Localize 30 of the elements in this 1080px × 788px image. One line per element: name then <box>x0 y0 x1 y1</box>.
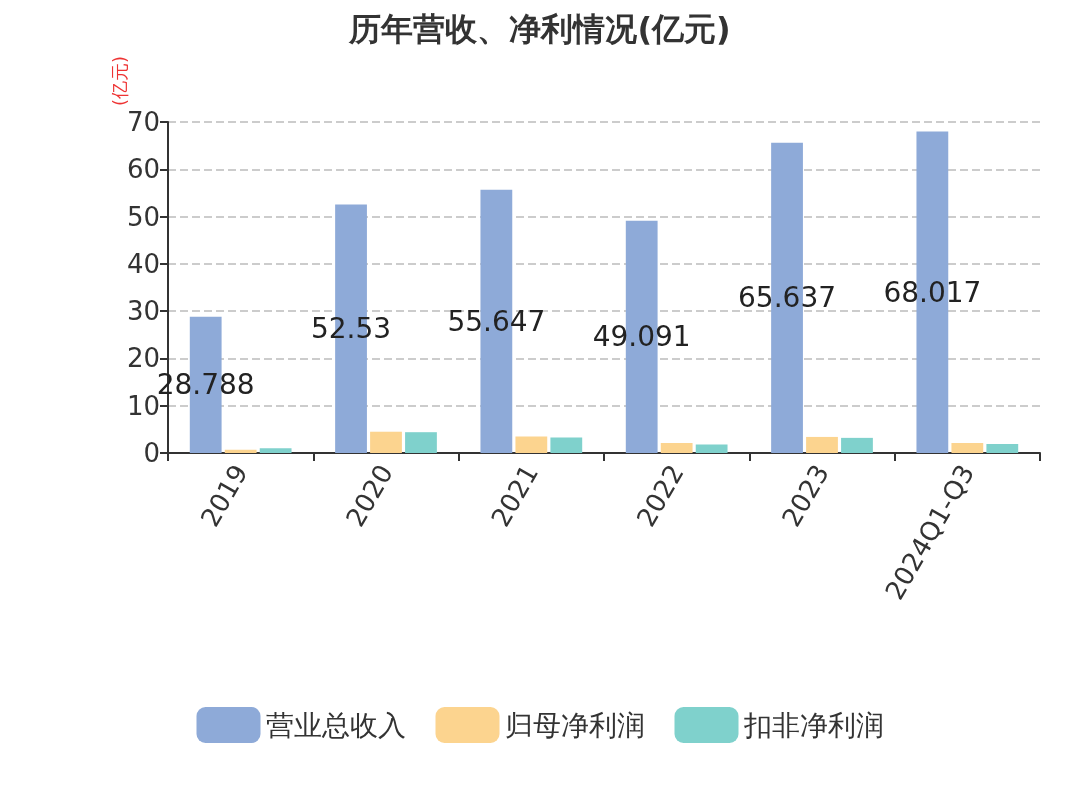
y-tick-label: 70 <box>126 107 160 137</box>
bar <box>550 437 583 453</box>
bar <box>806 436 838 453</box>
data-label: 68.017 <box>883 275 982 309</box>
bar <box>986 444 1019 453</box>
y-tick-label: 40 <box>126 248 160 279</box>
bar <box>405 432 437 453</box>
bar <box>841 437 873 453</box>
bar <box>695 444 728 453</box>
bar <box>224 449 257 453</box>
y-axis-title: (亿元) <box>108 56 130 107</box>
data-label: 49.091 <box>592 320 691 354</box>
legend-label: 扣非净利润 <box>742 708 884 742</box>
bar <box>370 431 402 453</box>
y-tick-label: 20 <box>126 343 160 374</box>
bar <box>660 443 693 453</box>
bar <box>259 448 292 453</box>
bar <box>951 443 984 453</box>
y-tick-label: 10 <box>126 390 160 421</box>
y-tick-label: 50 <box>126 201 160 232</box>
legend-label: 归母净利润 <box>504 708 645 742</box>
data-label: 55.647 <box>447 304 546 338</box>
y-tick-label: 30 <box>126 296 160 327</box>
y-tick-label: 0 <box>143 438 160 468</box>
y-tick-label: 60 <box>126 154 160 185</box>
chart-title: 历年营收、净利情况(亿元) <box>348 10 731 48</box>
legend-label: 营业总收入 <box>265 708 406 742</box>
data-label: 65.637 <box>738 281 837 315</box>
data-label: 52.53 <box>310 312 392 346</box>
bar <box>515 436 548 453</box>
